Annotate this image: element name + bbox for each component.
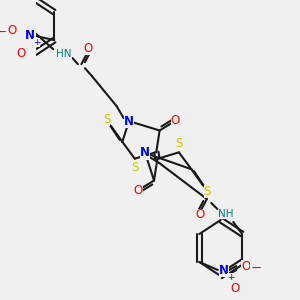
Text: N: N	[124, 115, 134, 128]
Text: −: −	[250, 262, 261, 275]
Text: +: +	[33, 38, 40, 46]
Text: −: −	[0, 26, 7, 39]
Text: S: S	[175, 137, 183, 150]
Text: O: O	[195, 208, 204, 221]
Text: S: S	[203, 185, 211, 198]
Text: HN: HN	[56, 49, 71, 59]
Text: O: O	[134, 184, 143, 197]
Text: N: N	[219, 263, 229, 277]
Text: O: O	[8, 24, 16, 37]
Text: S: S	[131, 161, 139, 174]
Text: O: O	[84, 42, 93, 55]
Text: O: O	[230, 281, 239, 295]
Text: O: O	[16, 46, 26, 60]
Text: S: S	[103, 113, 110, 126]
Text: O: O	[242, 260, 251, 272]
Text: +: +	[227, 272, 235, 281]
Text: N: N	[25, 28, 34, 42]
Text: N: N	[140, 146, 150, 160]
Text: NH: NH	[218, 209, 234, 219]
Text: O: O	[171, 114, 180, 127]
